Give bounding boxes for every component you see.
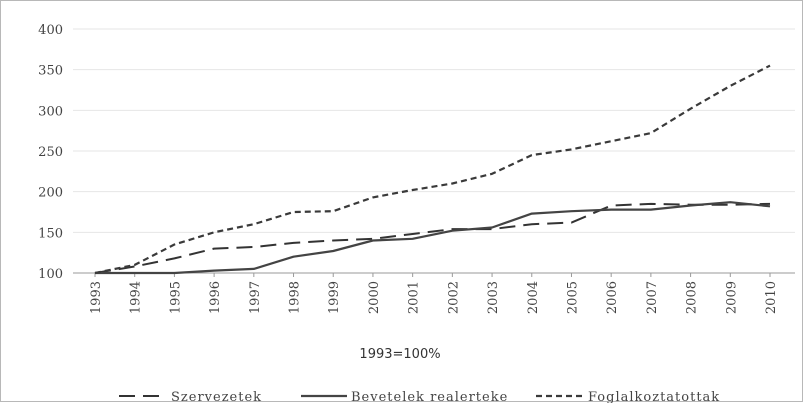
y-tick-label: 250 bbox=[38, 145, 63, 160]
series-line-3 bbox=[94, 64, 771, 275]
x-tick-label: 2009 bbox=[724, 281, 739, 314]
x-tick-label: 1993 bbox=[89, 281, 104, 314]
series-line-1 bbox=[94, 202, 771, 274]
x-tick-label: 2001 bbox=[407, 281, 422, 314]
x-tick-label: 2003 bbox=[486, 281, 501, 314]
x-tick-label: 1998 bbox=[288, 281, 303, 314]
y-tick-label: 350 bbox=[38, 64, 63, 79]
y-tick-label: 150 bbox=[38, 226, 63, 241]
x-tick-label: 2002 bbox=[446, 281, 461, 314]
x-tick-label: 1999 bbox=[327, 281, 342, 314]
grid bbox=[73, 28, 795, 233]
y-tick-label: 200 bbox=[38, 186, 63, 201]
x-tick-label: 1997 bbox=[248, 281, 263, 314]
y-tick-label: 100 bbox=[38, 267, 63, 282]
x-axis-ticks: 1993 1994 1995 1996 1997 1998 1999 2000 2001 2002… bbox=[89, 273, 779, 314]
x-tick-label: 2007 bbox=[645, 281, 660, 314]
series-lines bbox=[94, 64, 771, 275]
x-tick-label: 2000 bbox=[367, 281, 382, 314]
x-tick-label: 1994 bbox=[129, 281, 144, 314]
x-tick-label: 2008 bbox=[685, 281, 700, 314]
x-tick-label: 1995 bbox=[168, 281, 183, 314]
series-line-2 bbox=[95, 201, 771, 275]
x-tick-label: 2005 bbox=[565, 281, 580, 314]
legend: Szervezetek Bevetelek realerteke Foglalkoz… bbox=[119, 390, 720, 403]
x-tick-label: 2006 bbox=[605, 281, 620, 314]
legend-label-3: Foglalkoztatottak bbox=[588, 390, 720, 403]
legend-label-2: Bevetelek realerteke bbox=[351, 390, 508, 403]
y-tick-label: 400 bbox=[38, 23, 63, 38]
x-tick-label: 1996 bbox=[208, 281, 223, 314]
y-axis-ticks: 100 150 200 250 300 350 400 bbox=[38, 23, 63, 282]
x-tick-label: 2004 bbox=[526, 281, 541, 314]
base-note: 1993=100% bbox=[359, 347, 440, 362]
y-tick-label: 300 bbox=[38, 104, 63, 119]
x-tick-label: 2010 bbox=[764, 281, 779, 314]
legend-label-1: Szervezetek bbox=[171, 390, 262, 403]
